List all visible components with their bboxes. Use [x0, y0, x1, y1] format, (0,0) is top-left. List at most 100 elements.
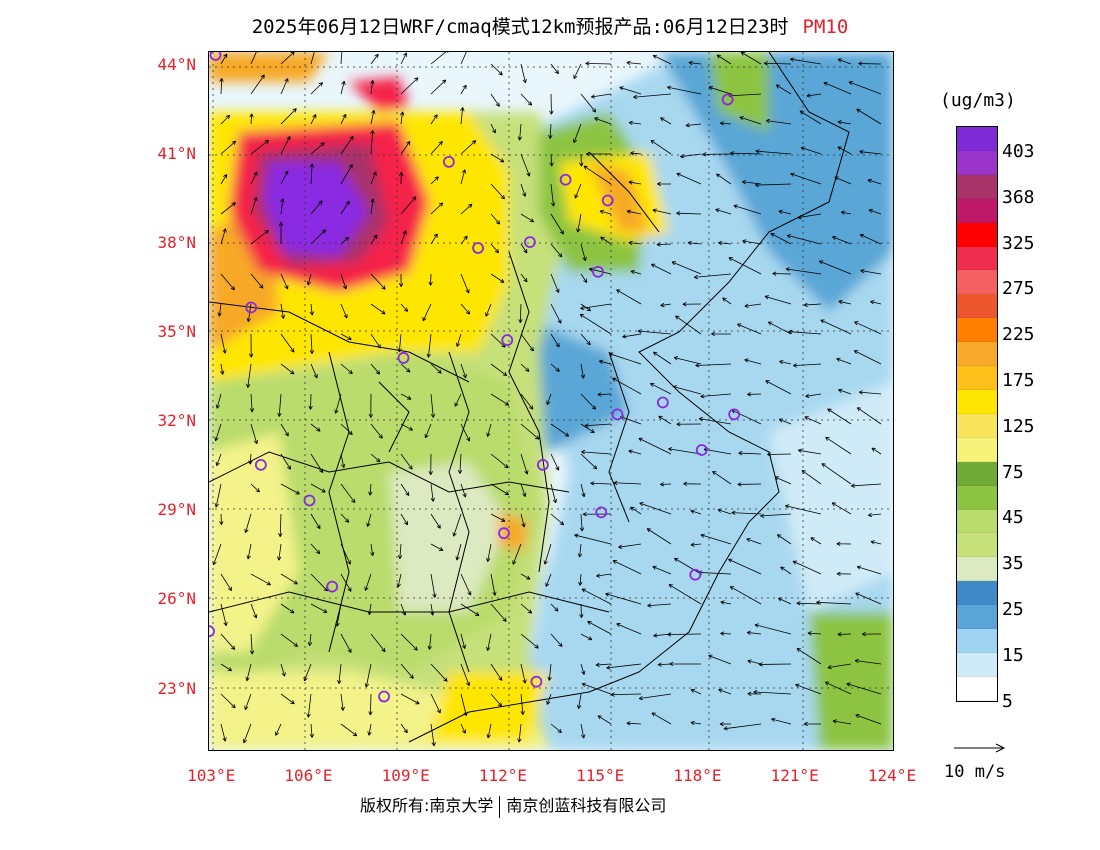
- wind-arrow: [370, 363, 381, 375]
- wind-arrow: [370, 53, 379, 65]
- wind-arrow: [400, 513, 409, 526]
- wind-arrow: [676, 422, 702, 427]
- wind-arrow: [639, 502, 672, 515]
- wind-arrow: [520, 243, 528, 254]
- wind-arrow: [581, 588, 612, 605]
- wind-arrow: [214, 483, 222, 508]
- wind-arrow: [370, 423, 383, 439]
- station-marker: [656, 396, 669, 409]
- wind-arrow: [746, 537, 762, 545]
- wind-arrow: [430, 176, 439, 185]
- wind-arrow: [306, 693, 312, 718]
- wind-arrow: [370, 273, 386, 290]
- wind-arrow: [612, 377, 642, 395]
- wind-arrow: [486, 543, 492, 562]
- wind-arrow: [280, 693, 295, 705]
- wind-arrow: [767, 452, 792, 457]
- wind-arrow: [215, 453, 222, 467]
- wind-arrow: [220, 573, 232, 592]
- wind-arrow: [430, 483, 435, 502]
- station-marker: [397, 352, 410, 364]
- wind-arrow: [490, 483, 510, 496]
- wind-arrow: [816, 600, 852, 605]
- wind-arrow: [244, 513, 252, 533]
- wind-arrow: [520, 273, 528, 283]
- longitude-label: 112°E: [478, 766, 528, 785]
- wind-arrow: [573, 123, 582, 144]
- wind-arrow: [490, 93, 500, 107]
- wind-arrow: [550, 303, 562, 324]
- wind-arrow: [490, 273, 505, 283]
- wind-arrow: [520, 603, 533, 614]
- wind-arrow: [340, 573, 352, 592]
- wind-arrow: [220, 333, 227, 354]
- wind-arrow: [657, 181, 672, 187]
- wind-arrow: [277, 393, 282, 417]
- wind-arrow: [340, 113, 347, 125]
- wind-arrow: [820, 319, 852, 335]
- wind-arrow: [250, 74, 265, 95]
- wind-arrow: [836, 571, 852, 577]
- wind-arrow: [250, 603, 258, 619]
- latitude-label: 23°N: [157, 678, 196, 698]
- station-marker: [595, 506, 608, 519]
- wind-arrow: [708, 86, 732, 95]
- wind-arrow: [460, 633, 467, 649]
- legend-tick-label: 35: [1002, 553, 1024, 575]
- wind-arrow: [340, 723, 358, 737]
- wind-arrow: [220, 663, 232, 672]
- wind-arrow: [647, 603, 672, 608]
- wind-arrow: [668, 447, 702, 455]
- wind-arrow: [250, 273, 264, 289]
- wind-arrow: [831, 502, 852, 515]
- wind-arrow: [246, 363, 252, 388]
- wind-arrow: [280, 273, 289, 290]
- wind-arrow: [870, 300, 882, 305]
- wind-arrow: [246, 543, 252, 560]
- wind-arrow: [616, 289, 642, 305]
- wind-arrow: [550, 333, 560, 348]
- wind-arrow: [545, 573, 552, 587]
- wind-arrow: [340, 164, 353, 185]
- legend-color-cell: [957, 652, 997, 677]
- wind-arrow: [368, 693, 373, 716]
- wind-arrow: [612, 560, 642, 575]
- wind-arrow: [867, 178, 882, 185]
- wind-arrow: [430, 693, 441, 714]
- station-marker: [611, 408, 624, 421]
- wind-arrow: [310, 114, 317, 125]
- wind-arrow: [672, 385, 702, 395]
- wind-arrow: [426, 333, 432, 358]
- wind-arrow: [758, 662, 792, 667]
- wind-arrow: [858, 390, 882, 395]
- wind-arrow: [656, 242, 672, 247]
- wind-arrow: [370, 303, 386, 315]
- wind-arrow: [584, 423, 612, 428]
- wind-arrow: [452, 513, 462, 537]
- wind-arrow: [249, 333, 254, 358]
- wind-arrow: [280, 573, 298, 585]
- wind-arrow: [520, 573, 531, 580]
- wind-arrow: [340, 273, 347, 290]
- legend-tick-label: 5: [1002, 690, 1013, 712]
- wind-arrow: [801, 470, 822, 485]
- wind-arrow: [217, 303, 222, 317]
- wind-arrow: [460, 603, 480, 617]
- admin-boundaries: [209, 52, 850, 743]
- wind-arrow: [723, 723, 762, 731]
- legend-unit: (ug/m3): [940, 90, 1016, 111]
- wind-arrow: [220, 723, 227, 742]
- wind-arrow: [580, 483, 586, 498]
- wind-arrow: [280, 603, 295, 614]
- wind-arrow: [490, 243, 500, 254]
- wind-arrow: [220, 633, 236, 650]
- wind-arrow: [580, 243, 587, 262]
- wind-arrow: [250, 52, 259, 65]
- wind-arrow: [856, 108, 882, 125]
- wind-arrow: [520, 213, 535, 223]
- wind-arrow: [580, 663, 586, 675]
- legend-color-cell: [957, 198, 997, 223]
- copyright-company: 南京创蓝科技有限公司: [506, 796, 667, 815]
- station-marker: [303, 494, 316, 507]
- wind-arrow: [460, 273, 470, 294]
